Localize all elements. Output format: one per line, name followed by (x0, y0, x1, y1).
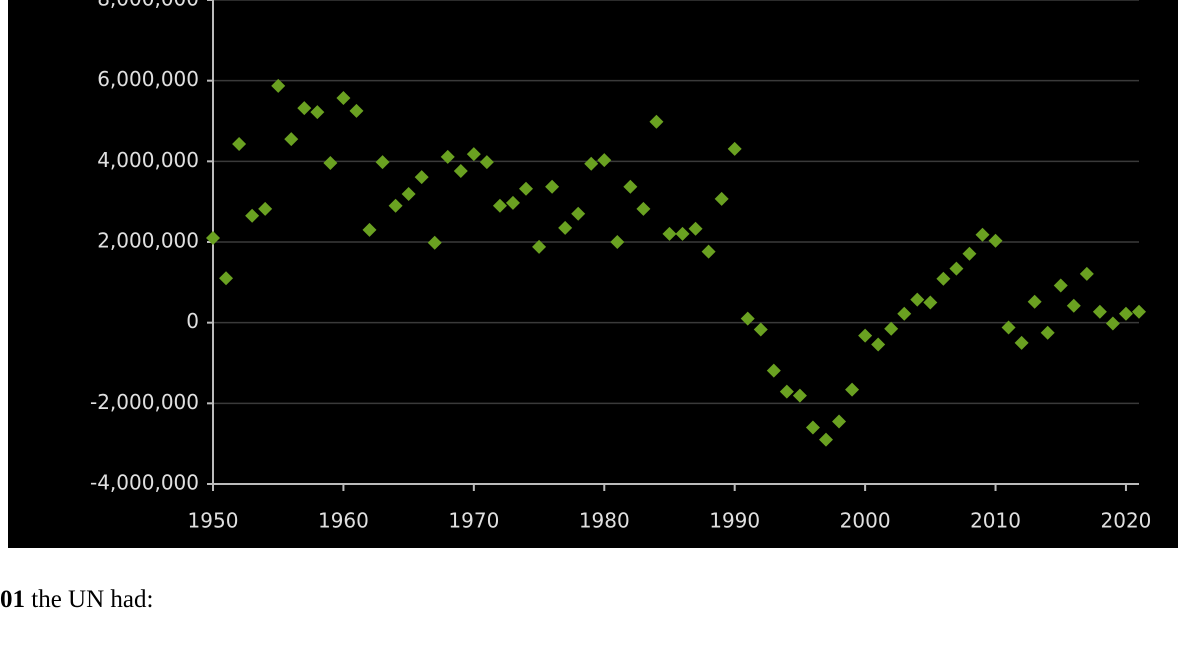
point (440, 149, 455, 164)
point (740, 311, 755, 326)
point (636, 201, 651, 216)
point (975, 227, 990, 242)
point (1105, 316, 1120, 331)
point (701, 244, 716, 259)
point (1079, 266, 1094, 281)
point (766, 363, 781, 378)
point (779, 384, 794, 399)
x-tick-label: 1970 (448, 509, 499, 533)
chart: -4,000,000 -2,000,000 0 2,000,000 4,000,000 6… (8, 0, 1178, 548)
y-tick-label: 0 (186, 309, 199, 333)
point (532, 239, 547, 254)
point (1014, 335, 1029, 350)
y-tick-label: 4,000,000 (97, 148, 199, 172)
y-tick-label: 2,000,000 (97, 229, 199, 253)
point (1001, 320, 1016, 335)
point (297, 101, 312, 116)
point (897, 306, 912, 321)
point (962, 246, 977, 261)
point (219, 271, 234, 286)
point (623, 179, 638, 194)
point (232, 136, 247, 151)
point (284, 132, 299, 147)
point (362, 222, 377, 237)
point (323, 155, 338, 170)
point (1118, 306, 1133, 321)
point (1132, 304, 1146, 319)
point (871, 337, 886, 352)
point (519, 181, 534, 196)
y-tick-label: -4,000,000 (90, 471, 199, 495)
point (336, 91, 351, 106)
point (1027, 294, 1042, 309)
caption-bold: 01 (0, 586, 25, 613)
y-tick-label: -2,000,000 (90, 390, 199, 414)
point (910, 292, 925, 307)
point (349, 103, 364, 118)
point (388, 198, 403, 213)
point (505, 195, 520, 210)
point (271, 78, 286, 93)
chart-background (8, 0, 1178, 548)
point (727, 141, 742, 156)
x-tick-label: 2010 (970, 509, 1021, 533)
x-tick-label: 1990 (709, 509, 760, 533)
point (792, 388, 807, 403)
caption: 01 the UN had: (0, 586, 153, 614)
point (688, 221, 703, 236)
y-tick-label: 6,000,000 (97, 67, 199, 91)
point (649, 114, 664, 129)
point (571, 206, 586, 221)
point (1040, 325, 1055, 340)
point (610, 235, 625, 249)
point (492, 198, 507, 213)
point (1066, 298, 1081, 313)
point (375, 155, 390, 170)
x-tick-label: 1950 (188, 509, 239, 533)
point (675, 226, 690, 241)
point (558, 220, 573, 235)
point (414, 170, 429, 185)
point (753, 322, 768, 337)
point (206, 230, 220, 245)
point (466, 147, 481, 162)
point (936, 271, 951, 286)
point (258, 201, 273, 216)
point (818, 432, 833, 447)
caption-text: the UN had: (25, 586, 154, 613)
point (453, 164, 468, 179)
point (858, 328, 873, 343)
point (427, 235, 442, 250)
point (479, 155, 494, 170)
point (310, 105, 325, 120)
point (401, 187, 416, 202)
point (584, 156, 599, 171)
point (245, 208, 260, 223)
point (949, 261, 964, 276)
point (597, 153, 612, 168)
point (805, 420, 820, 435)
point (884, 321, 899, 336)
point (923, 295, 938, 310)
point (714, 191, 729, 206)
point (1053, 278, 1068, 293)
y-tick-label: 8,000,000 (97, 0, 199, 11)
point (662, 226, 677, 241)
x-tick-label: 1960 (318, 509, 369, 533)
x-tick-label: 2000 (840, 509, 891, 533)
point (988, 233, 1003, 248)
x-tick-label: 1980 (579, 509, 630, 533)
point (1092, 304, 1107, 319)
point (845, 382, 860, 397)
point (832, 414, 847, 429)
x-tick-label: 2020 (1101, 509, 1152, 533)
point (545, 179, 560, 194)
